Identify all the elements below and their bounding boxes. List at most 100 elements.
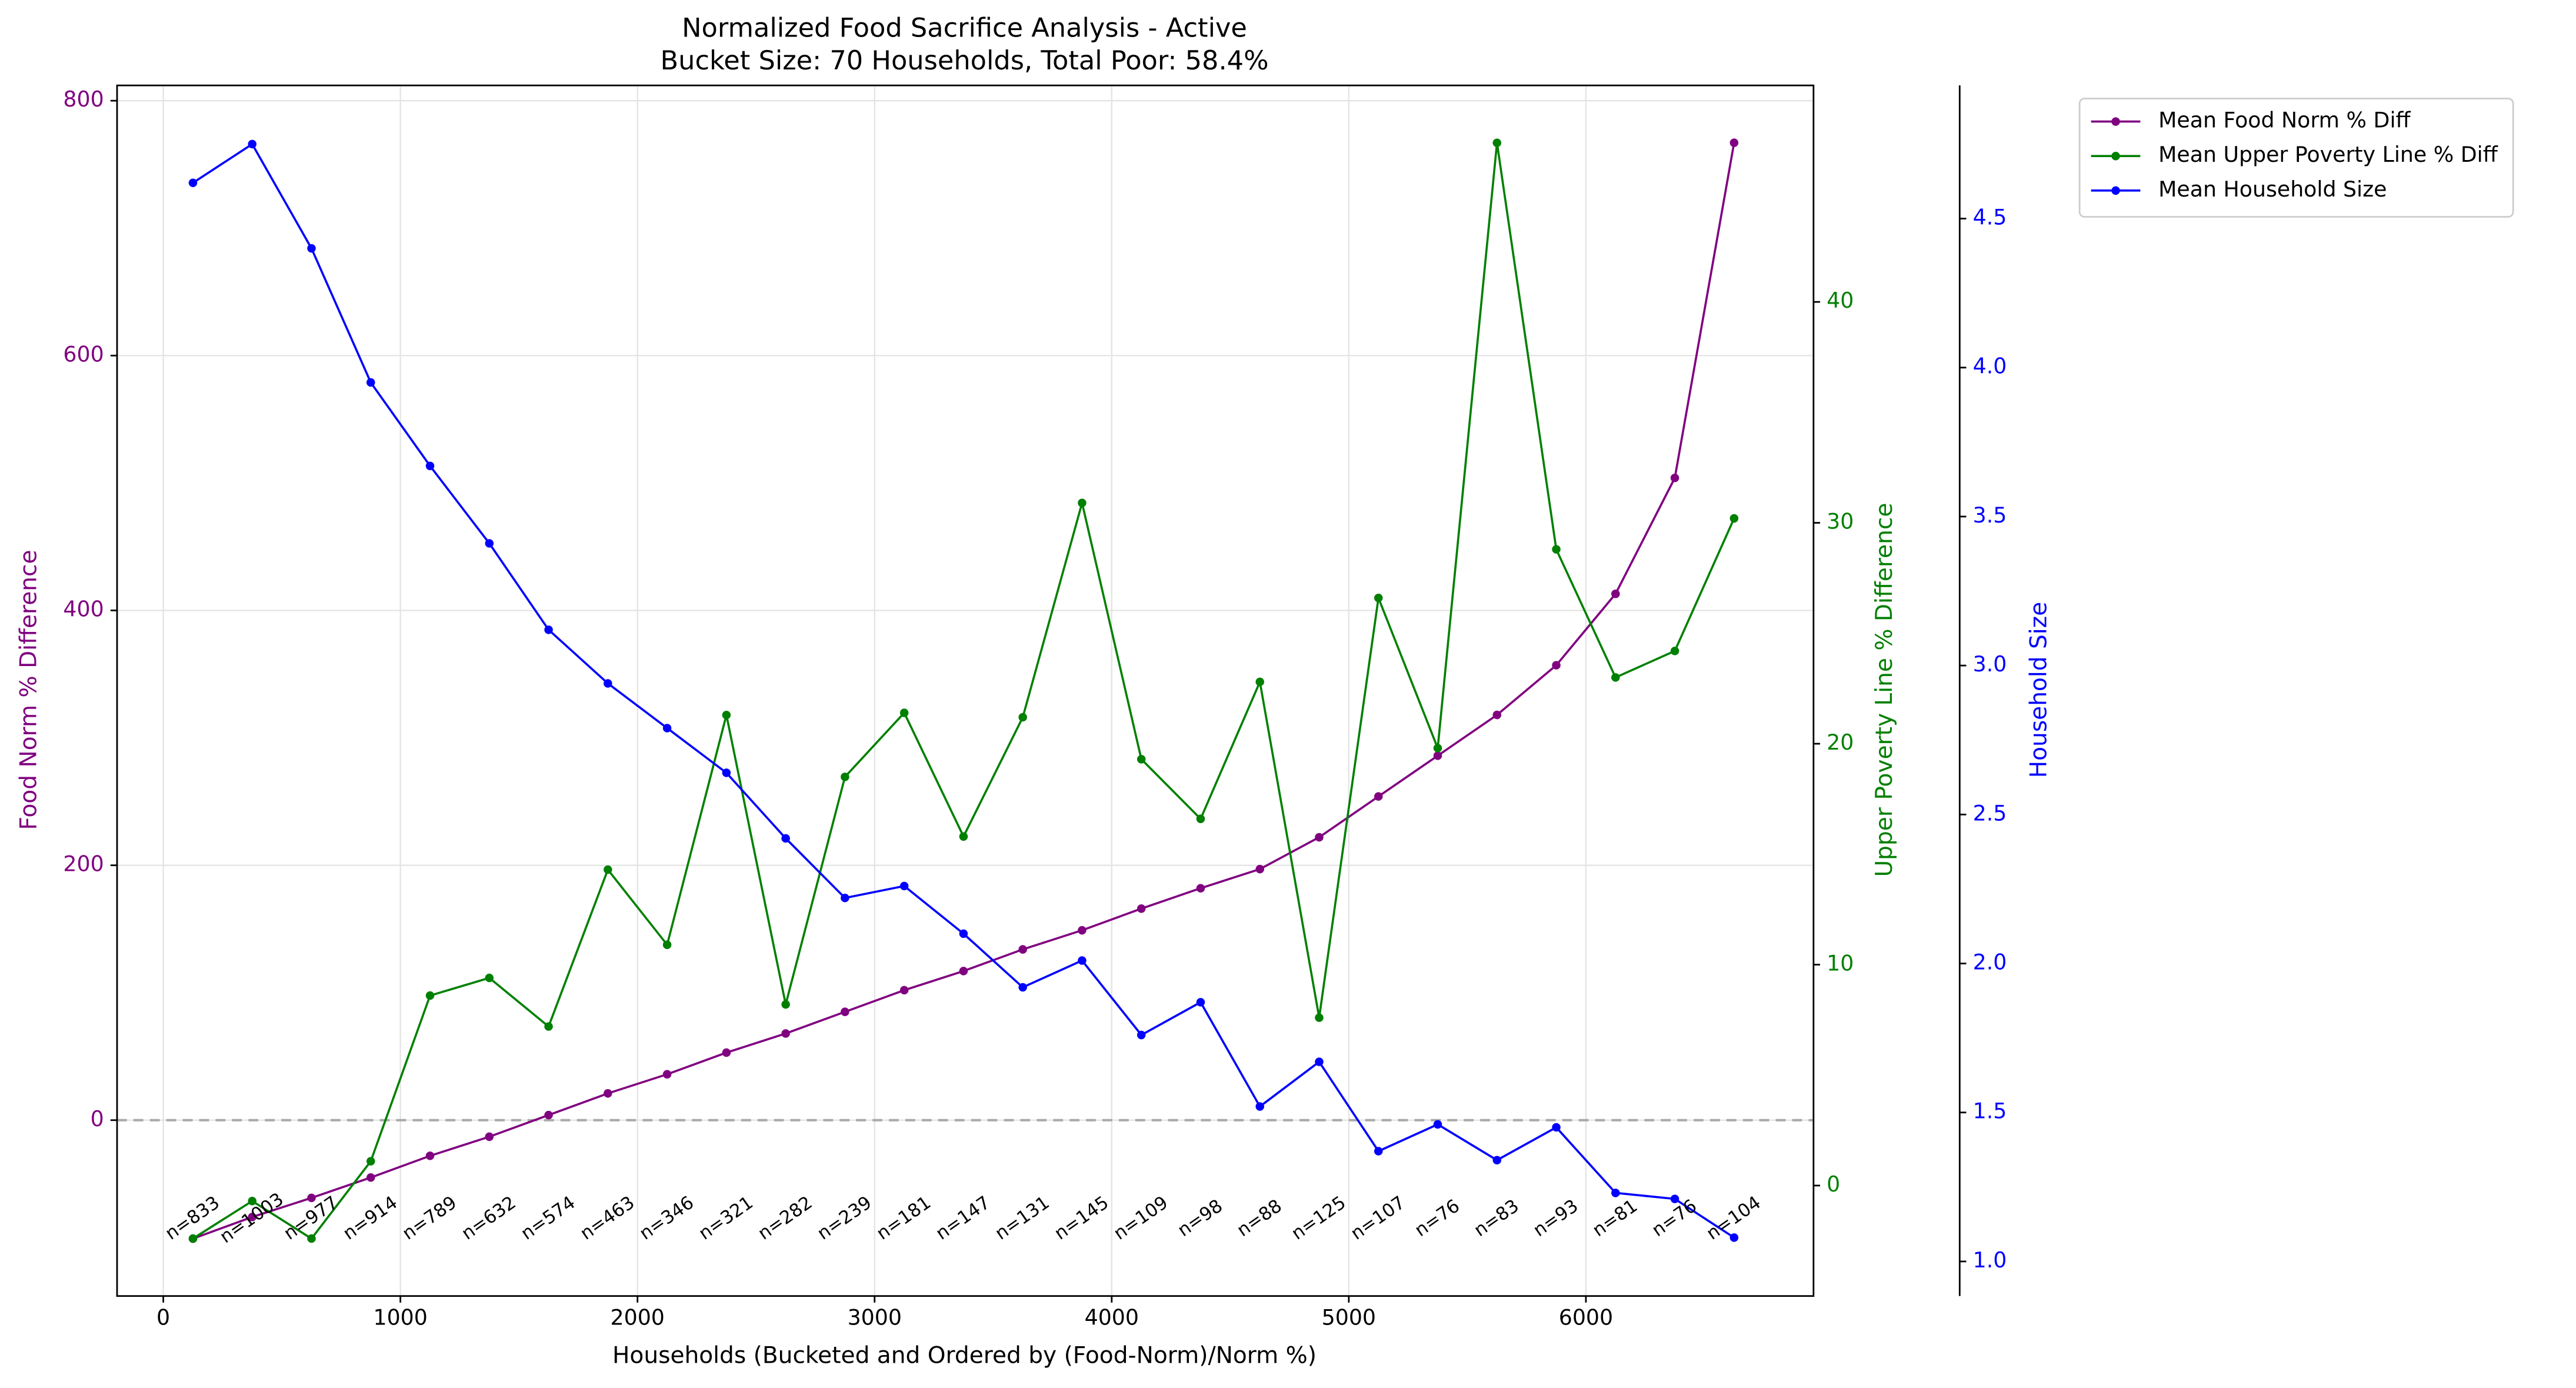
legend-box [2078, 98, 2514, 218]
data-point [425, 461, 435, 471]
sample-label: n=321 [695, 1193, 757, 1244]
y3-tick-label: 2.5 [1973, 800, 2007, 826]
data-point [1492, 710, 1502, 720]
y3-tick-label: 4.5 [1973, 205, 2007, 230]
data-point [248, 1213, 257, 1221]
data-point [425, 1151, 435, 1160]
y2-tick-label: 0 [1827, 1171, 1840, 1197]
data-point [662, 724, 672, 733]
data-point [188, 1234, 198, 1243]
data-point [1611, 673, 1620, 682]
sample-label: n=239 [814, 1193, 875, 1244]
y2-tick-label: 20 [1827, 730, 1854, 755]
data-point [307, 1193, 316, 1203]
sample-label: n=88 [1234, 1196, 1286, 1241]
data-point [781, 834, 790, 843]
data-point [1729, 514, 1739, 523]
data-point [1018, 713, 1027, 722]
data-point [1137, 1030, 1146, 1040]
data-point [722, 1048, 731, 1057]
data-point [1611, 1189, 1620, 1197]
y2-tick-label: 40 [1827, 288, 1854, 313]
data-point [248, 1196, 257, 1206]
chart-title: Normalized Food Sacrifice Analysis - Act… [682, 12, 1247, 43]
data-point [1196, 814, 1205, 823]
data-point [781, 1029, 790, 1038]
data-point [485, 1132, 494, 1141]
sample-label: n=346 [636, 1193, 698, 1244]
x-tick-label: 4000 [1085, 1305, 1139, 1330]
data-point [366, 1157, 375, 1166]
y3-tick-label: 2.0 [1973, 950, 2007, 975]
data-point [1729, 1233, 1739, 1242]
sample-label: n=93 [1529, 1196, 1582, 1241]
data-point [1492, 138, 1502, 148]
sample-label: n=76 [1411, 1196, 1464, 1241]
data-point [1729, 138, 1739, 147]
y-tick-label: 600 [63, 341, 104, 367]
data-point [1196, 998, 1205, 1007]
legend-label: Mean Food Norm % Diff [2158, 108, 2411, 133]
y3-tick-label: 1.5 [1973, 1099, 2007, 1124]
data-point [366, 378, 375, 387]
x-tick-label: 0 [156, 1305, 170, 1330]
data-point [1433, 751, 1442, 760]
y-axis-label: Food Norm % Difference [16, 550, 42, 830]
sample-label: n=181 [873, 1193, 935, 1244]
y-tick-label: 0 [91, 1106, 104, 1131]
data-point [1078, 956, 1087, 965]
data-point [722, 768, 731, 777]
data-point [1137, 904, 1146, 913]
data-point [188, 178, 198, 188]
y2-axis-label: Upper Poverty Line % Difference [1871, 503, 1898, 877]
x-tick-label: 6000 [1559, 1305, 1613, 1330]
data-point [1078, 926, 1087, 935]
y3-axis-label: Household Size [2026, 602, 2052, 778]
data-point [544, 1110, 553, 1120]
data-point [1196, 884, 1205, 893]
sample-label: n=574 [517, 1193, 579, 1244]
data-point [1374, 593, 1383, 603]
data-point [1492, 1156, 1502, 1165]
legend-marker [2111, 117, 2120, 126]
data-point [307, 1234, 316, 1243]
data-point [485, 539, 494, 548]
data-point [485, 973, 494, 983]
sample-label: n=914 [339, 1193, 401, 1244]
x-tick-label: 5000 [1322, 1305, 1376, 1330]
y3-tick-label: 4.0 [1973, 354, 2007, 379]
x-tick-label: 1000 [373, 1305, 427, 1330]
data-point [1670, 473, 1679, 482]
data-point [1552, 1123, 1561, 1132]
data-point [959, 967, 968, 976]
data-point [1315, 1013, 1324, 1022]
data-point [959, 929, 968, 938]
data-point [248, 139, 257, 149]
sample-label: n=632 [458, 1193, 520, 1244]
data-point [307, 244, 316, 253]
data-point [604, 865, 612, 874]
y-tick-label: 800 [63, 86, 104, 112]
data-point [1552, 545, 1561, 554]
data-point [1552, 661, 1561, 670]
data-point [899, 881, 909, 891]
data-point [1670, 1194, 1679, 1203]
sample-label: n=131 [992, 1193, 1054, 1244]
series-line [192, 142, 1735, 1240]
y-tick-label: 400 [63, 596, 104, 621]
data-point [544, 1022, 553, 1031]
data-point [841, 773, 849, 781]
data-point [899, 708, 909, 717]
legend-marker [2111, 151, 2120, 161]
y3-tick-label: 3.5 [1973, 502, 2007, 528]
sample-label: n=125 [1288, 1193, 1349, 1244]
data-point [1255, 677, 1264, 687]
legend-label: Mean Household Size [2158, 177, 2387, 202]
data-point [781, 1000, 790, 1009]
data-point [1315, 833, 1324, 842]
x-axis-label: Households (Bucketed and Ordered by (Foo… [612, 1342, 1317, 1369]
sample-label: n=147 [932, 1193, 994, 1244]
legend-label: Mean Upper Poverty Line % Diff [2158, 142, 2498, 167]
data-point [1611, 590, 1620, 598]
